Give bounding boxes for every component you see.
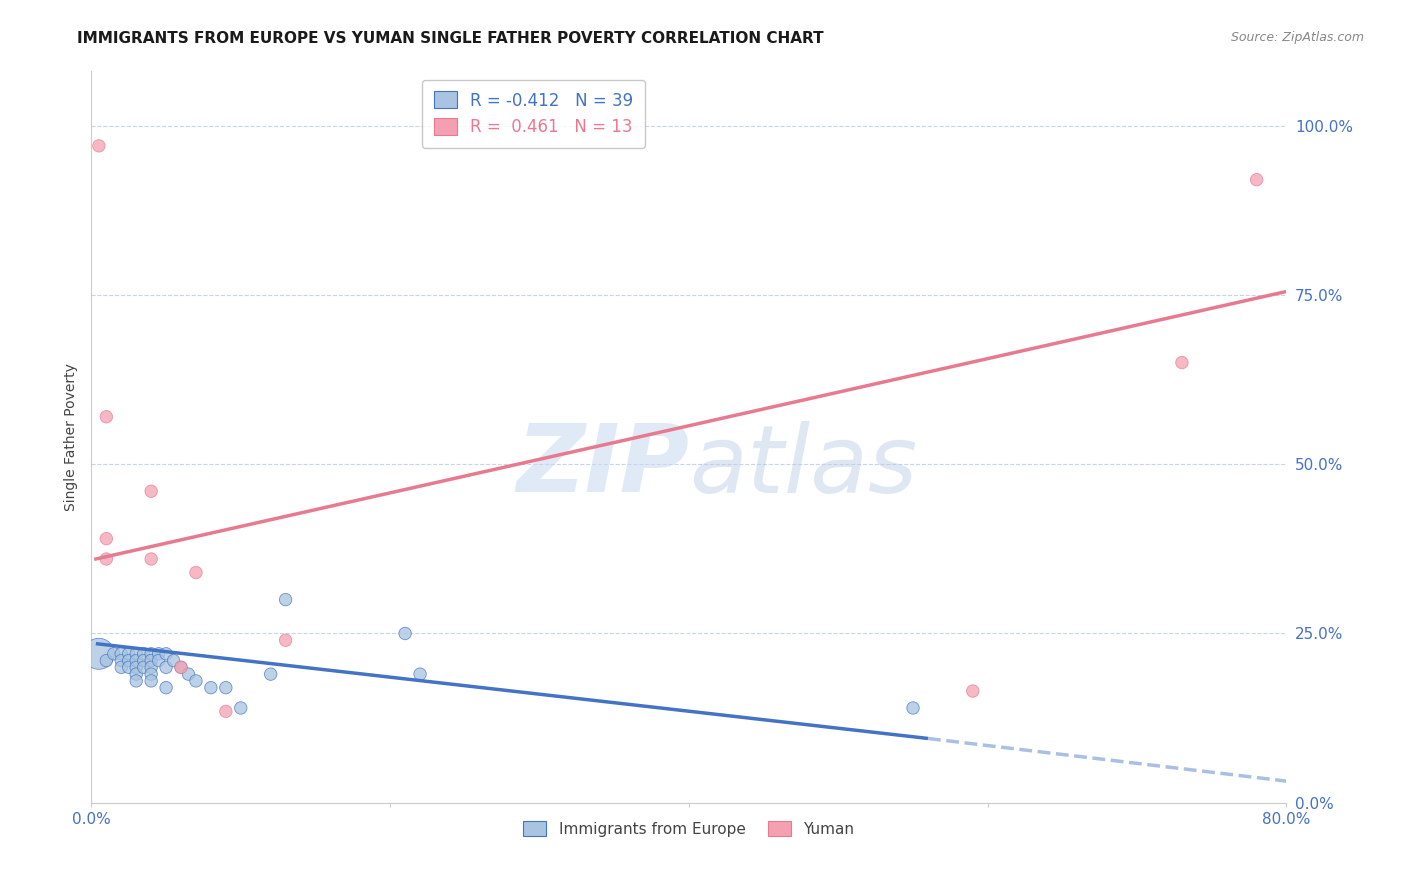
Point [215,681,238,695]
Point [259,667,281,681]
Text: ZIP: ZIP [516,420,689,512]
Point [274,592,297,607]
Point [148,647,170,661]
Point [110,654,132,668]
Point [1171,355,1194,369]
Point [155,647,177,661]
Point [118,647,141,661]
Point [96,532,118,546]
Point [87,647,110,661]
Point [132,660,155,674]
Point [110,647,132,661]
Point [155,681,177,695]
Point [125,654,148,668]
Point [110,660,132,674]
Text: atlas: atlas [689,421,917,512]
Point [103,647,125,661]
Point [132,654,155,668]
Text: Source: ZipAtlas.com: Source: ZipAtlas.com [1230,31,1364,45]
Point [141,660,163,674]
Point [170,660,193,674]
Point [394,626,416,640]
Point [141,654,163,668]
Point [87,139,110,153]
Point [125,673,148,688]
Point [141,484,163,499]
Point [132,647,155,661]
Point [184,566,207,580]
Point [274,633,297,648]
Point [962,684,984,698]
Point [141,647,163,661]
Point [155,660,177,674]
Point [148,654,170,668]
Point [141,673,163,688]
Point [901,701,924,715]
Point [125,660,148,674]
Legend: Immigrants from Europe, Yuman: Immigrants from Europe, Yuman [517,814,860,843]
Point [215,705,238,719]
Point [96,654,118,668]
Point [177,667,200,681]
Point [118,654,141,668]
Y-axis label: Single Father Poverty: Single Father Poverty [63,363,77,511]
Point [200,681,222,695]
Point [118,660,141,674]
Point [1246,172,1268,186]
Text: IMMIGRANTS FROM EUROPE VS YUMAN SINGLE FATHER POVERTY CORRELATION CHART: IMMIGRANTS FROM EUROPE VS YUMAN SINGLE F… [77,31,824,46]
Point [125,667,148,681]
Point [162,654,184,668]
Point [96,552,118,566]
Point [141,552,163,566]
Point [409,667,432,681]
Point [170,660,193,674]
Point [184,673,207,688]
Point [141,667,163,681]
Point [125,647,148,661]
Point [229,701,252,715]
Point [96,409,118,424]
